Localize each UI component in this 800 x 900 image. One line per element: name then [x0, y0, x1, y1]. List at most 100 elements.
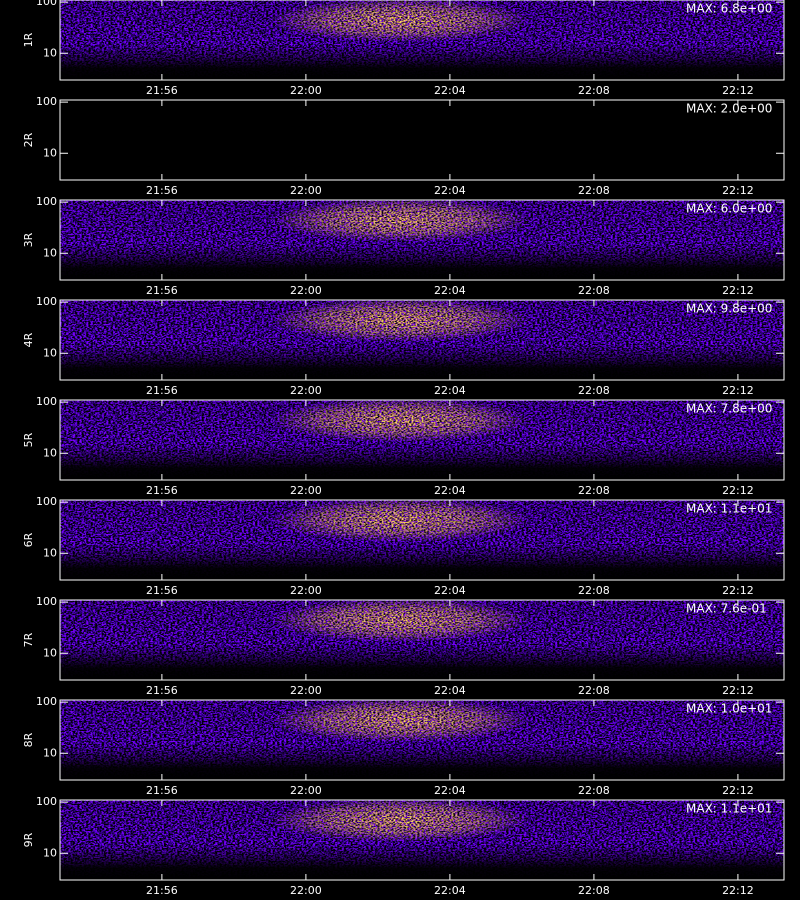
x-tick-label: 21:56 — [146, 384, 178, 397]
y-tick-label: 10 — [43, 846, 57, 859]
panel: 21:56 22:00 22:04 22:08 22:12 10 100 7R MAX: 7.6… — [22, 595, 785, 697]
x-tick-label: 22:12 — [722, 284, 754, 297]
y-axis-label: 3R — [22, 232, 35, 247]
peak-counts — [270, 0, 530, 42]
heatmap-texture — [60, 0, 784, 80]
heatmap-texture — [60, 300, 784, 380]
peak-counts — [270, 400, 530, 442]
y-axis-label: 1R — [22, 32, 35, 47]
panel: 21:56 22:00 22:04 22:08 22:12 10 100 1R MAX: 6.8… — [22, 0, 785, 97]
axes-frame — [59, 99, 785, 181]
x-tick-label: 22:12 — [722, 884, 754, 897]
y-axis-label: 2R — [22, 132, 35, 147]
peak-counts — [270, 600, 530, 642]
x-tick-label: 22:12 — [722, 184, 754, 197]
plot-area — [60, 100, 784, 180]
x-tick-label: 22:04 — [434, 384, 466, 397]
peak-counts — [270, 300, 530, 342]
x-tick-label: 22:04 — [434, 284, 466, 297]
x-tick-label: 21:56 — [146, 784, 178, 797]
x-tick-label: 22:12 — [722, 84, 754, 97]
x-tick-label: 22:08 — [578, 584, 610, 597]
x-tick-label: 22:00 — [290, 484, 322, 497]
heatmap-texture — [60, 800, 784, 880]
y-tick-label: 100 — [36, 95, 57, 108]
axes-frame — [59, 199, 785, 281]
peak-counts — [270, 700, 530, 742]
panel: 21:56 22:00 22:04 22:08 22:12 10 100 6R MAX: 1.1… — [22, 495, 785, 597]
x-tick-label: 22:00 — [290, 184, 322, 197]
y-tick-label: 10 — [43, 746, 57, 759]
annotation: MAX: 7.6e-01 — [686, 602, 767, 616]
y-tick-label: 100 — [36, 395, 57, 408]
heatmap-texture — [60, 200, 784, 280]
y-tick-label: 10 — [43, 546, 57, 559]
y-axis-label: 8R — [22, 732, 35, 747]
annotation: MAX: 6.0e+00 — [686, 202, 772, 216]
y-tick-label: 10 — [43, 146, 57, 159]
annotation: MAX: 1.1e+01 — [686, 802, 772, 816]
heatmap-texture — [60, 500, 784, 580]
x-tick-label: 22:04 — [434, 884, 466, 897]
heatmap-texture — [60, 700, 784, 780]
x-tick-label: 22:12 — [722, 584, 754, 597]
x-tick-label: 22:04 — [434, 484, 466, 497]
x-tick-label: 22:08 — [578, 884, 610, 897]
y-axis-label: 4R — [22, 332, 35, 347]
x-tick-label: 22:04 — [434, 684, 466, 697]
x-tick-label: 22:08 — [578, 384, 610, 397]
panel: 21:56 22:00 22:04 22:08 22:12 10 100 5R MAX: 7.8… — [22, 395, 785, 497]
x-tick-label: 21:56 — [146, 884, 178, 897]
x-tick-label: 22:12 — [722, 684, 754, 697]
heatmap-texture — [60, 400, 784, 480]
x-tick-label: 22:08 — [578, 684, 610, 697]
peak-counts — [270, 200, 530, 242]
x-tick-label: 22:08 — [578, 284, 610, 297]
axes-frame — [59, 599, 785, 681]
y-axis-label: 9R — [22, 832, 35, 847]
x-tick-label: 22:00 — [290, 784, 322, 797]
y-tick-label: 10 — [43, 246, 57, 259]
x-tick-label: 21:56 — [146, 484, 178, 497]
x-tick-label: 21:56 — [146, 684, 178, 697]
x-tick-label: 22:00 — [290, 884, 322, 897]
x-tick-label: 22:00 — [290, 84, 322, 97]
y-axis-label: 5R — [22, 432, 35, 447]
x-tick-label: 21:56 — [146, 84, 178, 97]
x-tick-label: 22:12 — [722, 384, 754, 397]
x-tick-label: 22:12 — [722, 484, 754, 497]
y-tick-label: 100 — [36, 295, 57, 308]
y-axis-label: 7R — [22, 632, 35, 647]
peak-counts — [270, 800, 530, 842]
axes-frame — [59, 799, 785, 881]
y-axis-label: 6R — [22, 532, 35, 547]
y-tick-label: 100 — [36, 0, 57, 8]
x-tick-label: 22:12 — [722, 784, 754, 797]
x-tick-label: 22:04 — [434, 184, 466, 197]
y-tick-label: 10 — [43, 446, 57, 459]
panel: 21:56 22:00 22:04 22:08 22:12 10 100 8R MAX: 1.0… — [22, 695, 785, 797]
y-tick-label: 100 — [36, 795, 57, 808]
x-tick-label: 22:08 — [578, 184, 610, 197]
x-tick-label: 22:00 — [290, 684, 322, 697]
axes-frame — [59, 699, 785, 781]
annotation: MAX: 9.8e+00 — [686, 302, 772, 316]
x-tick-label: 22:08 — [578, 784, 610, 797]
y-tick-label: 10 — [43, 646, 57, 659]
heatmap-texture — [60, 600, 784, 680]
x-tick-label: 21:56 — [146, 284, 178, 297]
x-tick-label: 22:04 — [434, 84, 466, 97]
x-tick-label: 22:08 — [578, 484, 610, 497]
panel: 21:56 22:00 22:04 22:08 22:12 10 100 4R MAX: 9.8… — [22, 295, 785, 397]
annotation: MAX: 1.1e+01 — [686, 502, 772, 516]
x-tick-label: 22:04 — [434, 784, 466, 797]
panel: 21:56 22:00 22:04 22:08 22:12 10 100 3R MAX: 6.0… — [22, 195, 785, 297]
annotation: MAX: 2.0e+00 — [686, 102, 772, 116]
axes-frame — [59, 0, 785, 81]
annotation: MAX: 6.8e+00 — [686, 2, 772, 16]
x-tick-label: 22:00 — [290, 284, 322, 297]
y-tick-label: 100 — [36, 195, 57, 208]
x-tick-label: 22:04 — [434, 584, 466, 597]
panel: 21:56 22:00 22:04 22:08 22:12 10 100 9R MAX: 1.1… — [22, 795, 785, 897]
